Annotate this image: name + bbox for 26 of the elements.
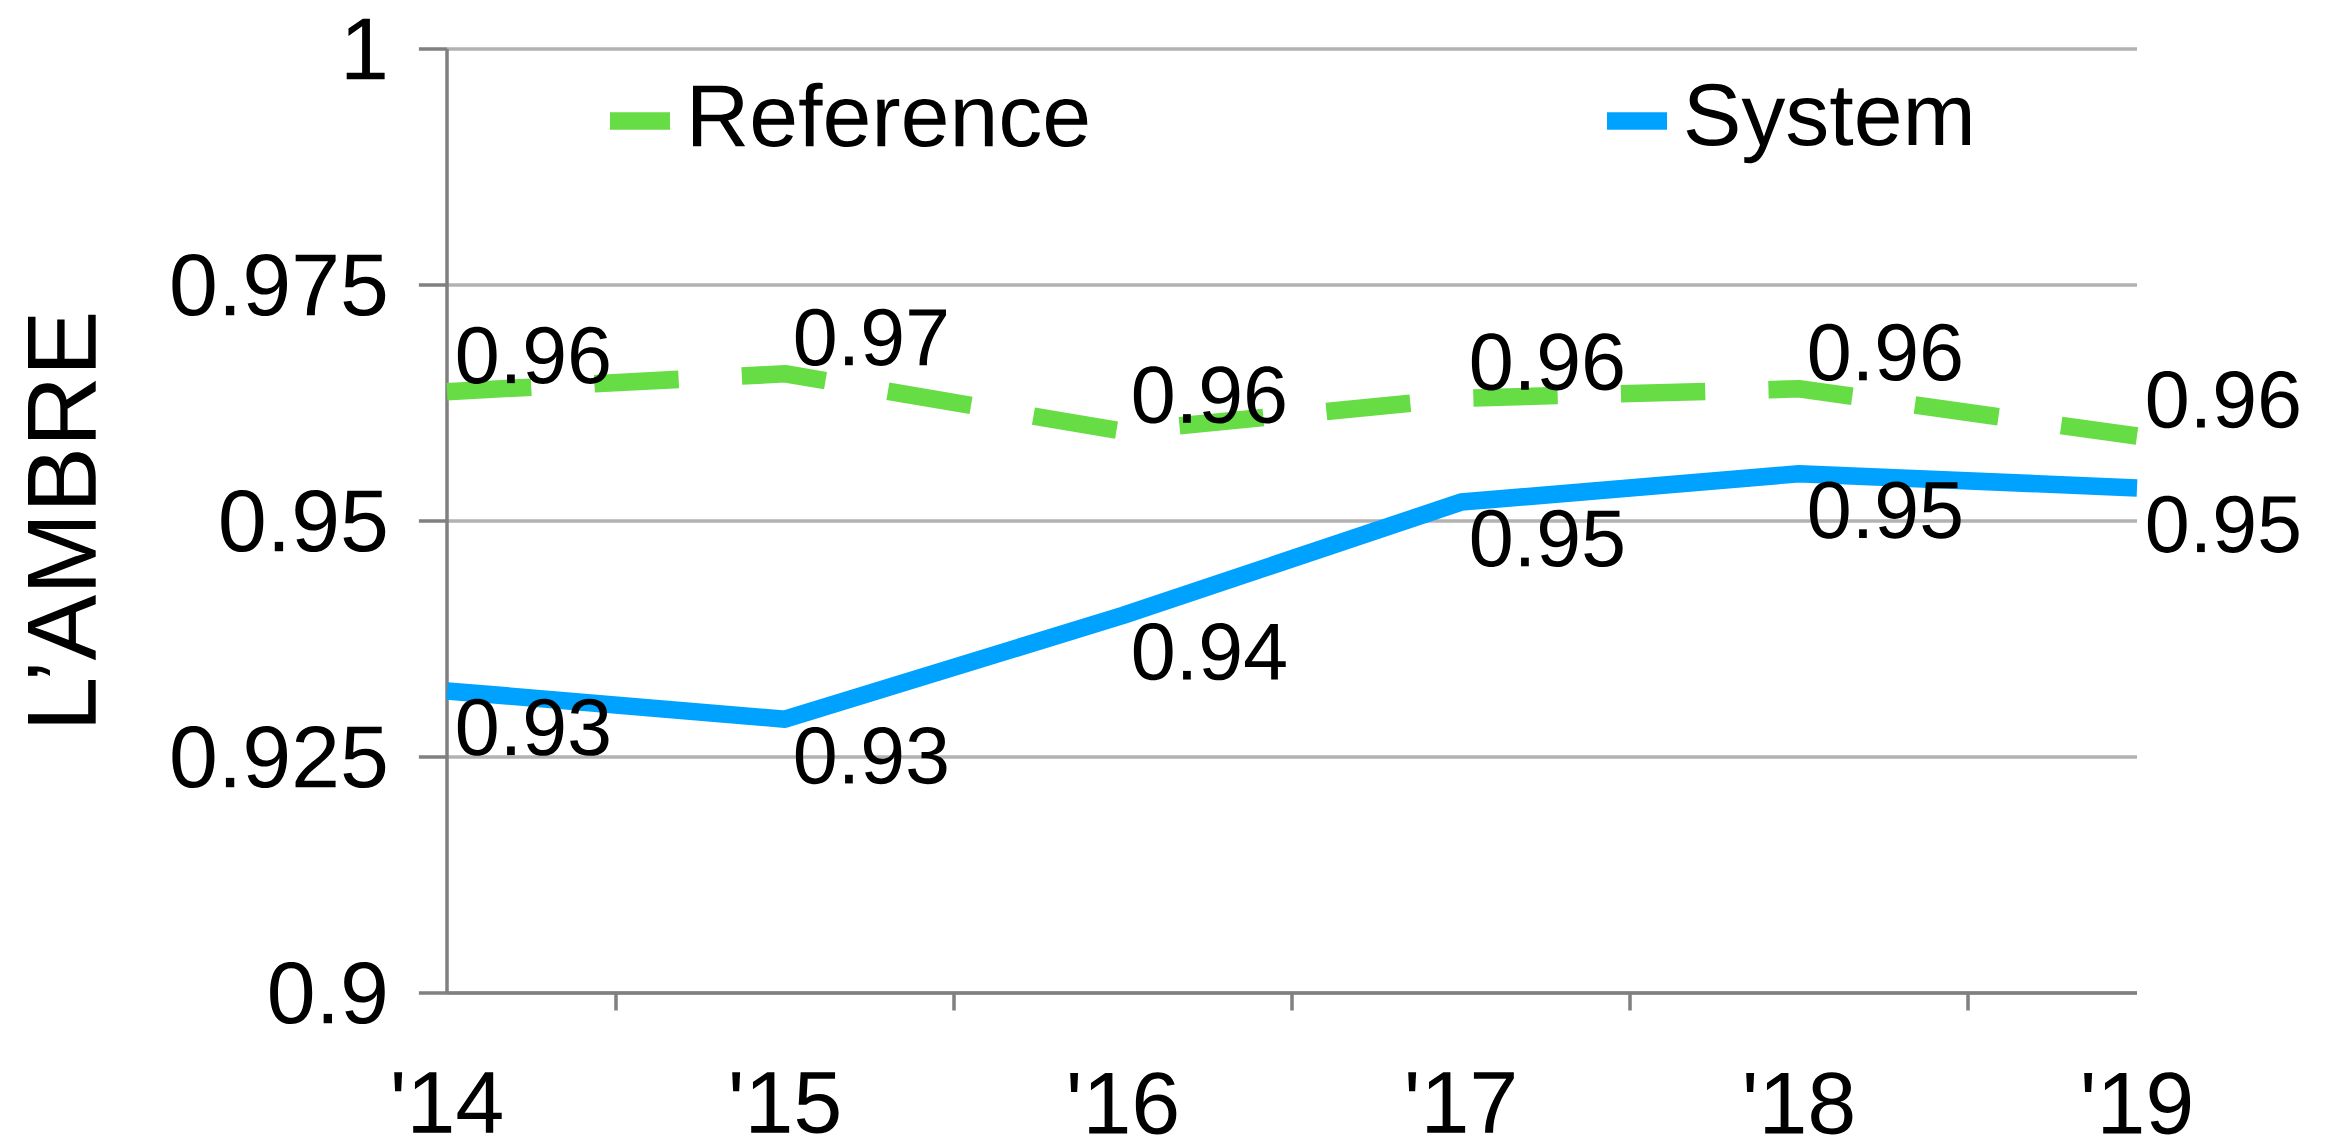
y-tick-label: 0.925	[172, 725, 386, 789]
y-tick-label: 0.975	[172, 253, 386, 317]
legend-label: System	[1686, 83, 1970, 164]
x-tick-label: '19	[2084, 1072, 2191, 1135]
data-label: 0.95	[1471, 509, 1623, 568]
y-tick-label: 0.9	[270, 961, 385, 1025]
x-tick-label: '18	[1746, 1072, 1853, 1135]
data-label: 0.95	[2147, 495, 2299, 553]
x-tick-label: '14	[394, 1072, 502, 1133]
data-label: 0.96	[1809, 323, 1961, 382]
y-tick-label: 1	[346, 18, 385, 80]
x-tick-label: '17	[1408, 1072, 1514, 1133]
legend-label: Reference	[693, 82, 1088, 148]
data-label: 0.93	[457, 698, 609, 756]
x-tick-label: '16	[1070, 1072, 1177, 1135]
data-label: 0.96	[1471, 333, 1623, 391]
data-label: 0.93	[795, 726, 947, 785]
y-axis-title: L’AMBRE	[28, 314, 96, 724]
data-label: 0.95	[1809, 481, 1961, 539]
data-label: 0.94	[1133, 623, 1286, 681]
y-tick-label: 0.95	[221, 489, 386, 553]
data-label: 0.97	[795, 308, 946, 366]
data-label: 0.96	[1133, 366, 1285, 424]
x-tick-label: '15	[732, 1072, 839, 1134]
data-label: 0.96	[2147, 371, 2299, 429]
data-label: 0.96	[457, 326, 609, 384]
